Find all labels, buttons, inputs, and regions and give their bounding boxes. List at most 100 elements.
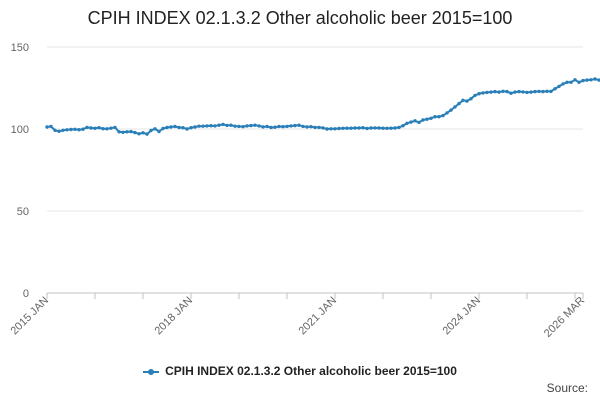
data-point[interactable] <box>477 92 481 96</box>
data-point[interactable] <box>549 89 553 94</box>
data-point[interactable] <box>405 121 409 126</box>
data-point[interactable] <box>481 91 485 95</box>
data-point[interactable] <box>353 126 357 130</box>
data-point[interactable] <box>365 126 369 131</box>
data-point[interactable] <box>413 119 417 123</box>
data-point[interactable] <box>417 120 421 125</box>
data-point[interactable] <box>189 126 193 130</box>
data-point[interactable] <box>257 124 261 128</box>
data-point[interactable] <box>553 87 557 91</box>
data-point[interactable] <box>369 126 373 130</box>
data-point[interactable] <box>137 132 141 136</box>
data-point[interactable] <box>541 89 545 94</box>
data-point[interactable] <box>221 122 225 127</box>
data-point[interactable] <box>557 84 561 89</box>
data-point[interactable] <box>337 126 341 131</box>
data-point[interactable] <box>473 93 477 98</box>
data-point[interactable] <box>497 90 501 94</box>
data-point[interactable] <box>293 123 297 128</box>
data-point[interactable] <box>53 128 57 132</box>
data-point[interactable] <box>505 89 509 94</box>
data-point[interactable] <box>465 99 469 103</box>
data-point[interactable] <box>381 126 385 130</box>
data-point[interactable] <box>105 127 109 131</box>
data-point[interactable] <box>449 108 453 112</box>
data-point[interactable] <box>225 123 229 128</box>
data-point[interactable] <box>61 128 65 132</box>
data-point[interactable] <box>489 90 493 94</box>
data-point[interactable] <box>329 127 333 131</box>
data-point[interactable] <box>237 124 241 129</box>
data-point[interactable] <box>469 97 473 101</box>
data-point[interactable] <box>265 124 269 129</box>
data-point[interactable] <box>333 127 337 131</box>
data-point[interactable] <box>241 125 245 129</box>
data-point[interactable] <box>69 127 73 132</box>
data-point[interactable] <box>581 78 585 83</box>
data-point[interactable] <box>313 125 317 130</box>
data-point[interactable] <box>129 129 133 134</box>
data-point[interactable] <box>325 127 329 131</box>
data-point[interactable] <box>141 131 145 135</box>
data-point[interactable] <box>529 90 533 94</box>
data-point[interactable] <box>565 80 569 85</box>
data-point[interactable] <box>597 78 600 82</box>
data-point[interactable] <box>585 78 589 82</box>
data-point[interactable] <box>233 124 237 128</box>
data-point[interactable] <box>157 129 161 134</box>
data-point[interactable] <box>77 128 81 132</box>
data-point[interactable] <box>85 125 89 130</box>
data-point[interactable] <box>509 91 513 95</box>
data-point[interactable] <box>321 126 325 130</box>
data-point[interactable] <box>173 124 177 129</box>
data-point[interactable] <box>57 129 61 133</box>
data-point[interactable] <box>433 115 437 119</box>
data-point[interactable] <box>361 126 365 130</box>
data-point[interactable] <box>161 126 165 131</box>
data-point[interactable] <box>101 127 105 131</box>
data-point[interactable] <box>589 78 593 82</box>
data-point[interactable] <box>113 125 117 130</box>
data-point[interactable] <box>453 105 457 109</box>
data-point[interactable] <box>169 125 173 129</box>
data-point[interactable] <box>521 90 525 94</box>
data-point[interactable] <box>397 125 401 130</box>
data-point[interactable] <box>317 125 321 130</box>
data-point[interactable] <box>373 126 377 130</box>
data-point[interactable] <box>165 125 169 130</box>
data-point[interactable] <box>305 125 309 129</box>
data-point[interactable] <box>93 126 97 130</box>
data-point[interactable] <box>377 126 381 130</box>
data-point[interactable] <box>229 123 233 127</box>
data-point[interactable] <box>501 89 505 94</box>
data-point[interactable] <box>273 125 277 129</box>
data-point[interactable] <box>181 126 185 130</box>
data-point[interactable] <box>421 118 425 122</box>
data-point[interactable] <box>185 127 189 131</box>
data-point[interactable] <box>389 126 393 130</box>
data-point[interactable] <box>385 126 389 130</box>
data-point[interactable] <box>49 124 53 129</box>
data-point[interactable] <box>525 90 529 95</box>
data-point[interactable] <box>341 126 345 130</box>
data-point[interactable] <box>445 111 449 115</box>
data-point[interactable] <box>393 126 397 130</box>
data-point[interactable] <box>213 124 217 128</box>
data-point[interactable] <box>513 90 517 94</box>
data-point[interactable] <box>281 125 285 129</box>
data-point[interactable] <box>517 89 521 94</box>
data-point[interactable] <box>577 80 581 85</box>
data-point[interactable] <box>545 89 549 94</box>
data-point[interactable] <box>561 82 565 86</box>
data-point[interactable] <box>457 101 461 106</box>
data-point[interactable] <box>81 127 85 131</box>
data-point[interactable] <box>89 126 93 130</box>
data-point[interactable] <box>349 126 353 130</box>
data-point[interactable] <box>493 89 497 94</box>
data-point[interactable] <box>121 130 125 134</box>
data-point[interactable] <box>285 124 289 129</box>
data-point[interactable] <box>289 124 293 128</box>
data-point[interactable] <box>357 126 361 130</box>
data-point[interactable] <box>249 123 253 128</box>
data-point[interactable] <box>117 130 121 134</box>
